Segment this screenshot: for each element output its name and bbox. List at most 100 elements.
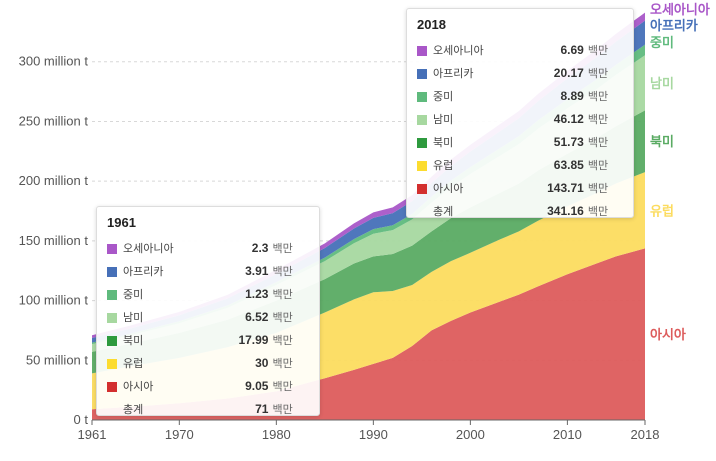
- tooltip-row: 남미 46.12 백만: [417, 108, 623, 131]
- x-tick-label: 2018: [631, 427, 660, 442]
- tooltip-unit: 백만: [272, 358, 293, 370]
- tooltip-unit: 백만: [587, 114, 609, 126]
- tooltip-unit: 백만: [272, 381, 293, 393]
- tooltip-unit: 백만: [587, 160, 609, 172]
- tooltip-series-name: 유럽: [417, 154, 525, 177]
- end-label-유럽: 유럽: [650, 203, 674, 218]
- tooltip-value: 2.3: [251, 241, 269, 255]
- y-tick-label: 100 million t: [19, 293, 89, 308]
- tooltip-value: 63.85: [553, 158, 584, 172]
- tooltip-unit: 백만: [272, 312, 293, 324]
- tooltip-row: 중미 8.89 백만: [417, 85, 623, 108]
- end-label-남미: 남미: [650, 76, 674, 91]
- legend-swatch-icon: [417, 161, 427, 172]
- tooltip-value: 6.69: [560, 43, 584, 57]
- tooltip-unit: 백만: [272, 335, 293, 347]
- tooltip-2018: 2018 오세아니아 6.69 백만 아프리카 20.17 백만 중미 8.89 백만 남미 46.…: [406, 8, 634, 218]
- axis-layer: 0 t 50 million t 100 million t 150 million …: [19, 54, 660, 442]
- end-label-중미: 중미: [650, 35, 674, 50]
- tooltip-total-unit: 백만: [272, 404, 293, 416]
- tooltip-1961-table: 오세아니아 2.3 백만 아프리카 3.91 백만 중미 1.23 백만 남미 6.52 백만 북미 17…: [107, 237, 309, 421]
- legend-swatch-icon: [107, 267, 117, 278]
- tooltip-value: 3.91: [245, 264, 269, 278]
- x-tick-label: 1980: [262, 427, 291, 442]
- tooltip-total-value: 341.16: [547, 204, 584, 218]
- tooltip-series-name: 중미: [417, 85, 525, 108]
- tooltip-row: 아프리카 3.91 백만: [107, 260, 309, 283]
- tooltip-unit: 백만: [587, 68, 609, 80]
- y-tick-label: 150 million t: [19, 233, 89, 248]
- tooltip-unit: 백만: [587, 137, 609, 149]
- tooltip-value: 1.23: [245, 287, 269, 301]
- legend-swatch-icon: [107, 382, 117, 393]
- tooltip-unit: 백만: [272, 289, 293, 301]
- legend-swatch-icon: [417, 69, 427, 80]
- x-tick-label: 2000: [456, 427, 485, 442]
- legend-swatch-icon: [417, 115, 427, 126]
- tooltip-row: 중미 1.23 백만: [107, 283, 309, 306]
- tooltip-series-name: 아프리카: [417, 62, 525, 85]
- x-tick-label: 2010: [553, 427, 582, 442]
- y-tick-label: 200 million t: [19, 173, 89, 188]
- x-tick-label: 1990: [359, 427, 388, 442]
- y-tick-label: 0 t: [74, 412, 89, 427]
- tooltip-value: 6.52: [245, 310, 269, 324]
- tooltip-unit: 백만: [587, 45, 609, 57]
- tooltip-series-name: 북미: [107, 329, 218, 352]
- legend-swatch-icon: [107, 290, 117, 301]
- tooltip-row: 남미 6.52 백만: [107, 306, 309, 329]
- tooltip-2018-table: 오세아니아 6.69 백만 아프리카 20.17 백만 중미 8.89 백만 남미 46.12 백만 북…: [417, 39, 623, 223]
- legend-swatch-icon: [107, 244, 117, 255]
- end-label-아시아: 아시아: [650, 327, 686, 342]
- tooltip-value: 17.99: [238, 333, 269, 347]
- tooltip-unit: 백만: [272, 243, 293, 255]
- tooltip-value: 20.17: [553, 66, 584, 80]
- tooltip-unit: 백만: [587, 91, 609, 103]
- x-tick-label: 1961: [78, 427, 107, 442]
- tooltip-value: 8.89: [560, 89, 584, 103]
- tooltip-series-name: 유럽: [107, 352, 218, 375]
- tooltip-series-name: 중미: [107, 283, 218, 306]
- tooltip-series-name: 남미: [417, 108, 525, 131]
- tooltip-total-row: 총계 341.16 백만: [417, 200, 623, 223]
- tooltip-row: 북미 51.73 백만: [417, 131, 623, 154]
- legend-swatch-icon: [107, 336, 117, 347]
- tooltip-row: 유럽 30 백만: [107, 352, 309, 375]
- tooltip-row: 아시아 9.05 백만: [107, 375, 309, 398]
- tooltip-series-name: 오세아니아: [417, 39, 525, 62]
- y-tick-label: 50 million t: [26, 352, 89, 367]
- tooltip-value: 9.05: [245, 379, 269, 393]
- tooltip-series-name: 남미: [107, 306, 218, 329]
- tooltip-total-row: 총계 71 백만: [107, 398, 309, 421]
- tooltip-row: 오세아니아 2.3 백만: [107, 237, 309, 260]
- tooltip-total-label: 총계: [123, 404, 144, 416]
- tooltip-total-value: 71: [255, 402, 269, 416]
- tooltip-series-name: 북미: [417, 131, 525, 154]
- end-label-오세아니아: 오세아니아: [650, 2, 710, 17]
- tooltip-series-name: 아시아: [417, 177, 525, 200]
- legend-swatch-icon: [417, 138, 427, 149]
- tooltip-row: 북미 17.99 백만: [107, 329, 309, 352]
- legend-swatch-icon: [107, 359, 117, 370]
- tooltip-1961-title: 1961: [107, 215, 136, 230]
- tooltip-unit: 백만: [587, 183, 609, 195]
- area-series-아시아: [92, 248, 645, 420]
- tooltip-series-name: 아프리카: [107, 260, 218, 283]
- end-label-북미: 북미: [650, 134, 674, 149]
- tooltip-value: 46.12: [553, 112, 584, 126]
- tooltip-value: 143.71: [547, 181, 584, 195]
- legend-swatch-icon: [417, 46, 427, 57]
- tooltip-total-label: 총계: [433, 206, 454, 218]
- x-tick-label: 1970: [165, 427, 194, 442]
- end-label-아프리카: 아프리카: [650, 18, 698, 33]
- tooltip-value: 51.73: [553, 135, 584, 149]
- tooltip-total-unit: 백만: [587, 206, 609, 218]
- tooltip-row: 오세아니아 6.69 백만: [417, 39, 623, 62]
- tooltip-series-name: 아시아: [107, 375, 218, 398]
- y-tick-label: 300 million t: [19, 54, 89, 69]
- tooltip-row: 유럽 63.85 백만: [417, 154, 623, 177]
- tooltip-2018-title: 2018: [417, 17, 446, 32]
- y-tick-label: 250 million t: [19, 113, 89, 128]
